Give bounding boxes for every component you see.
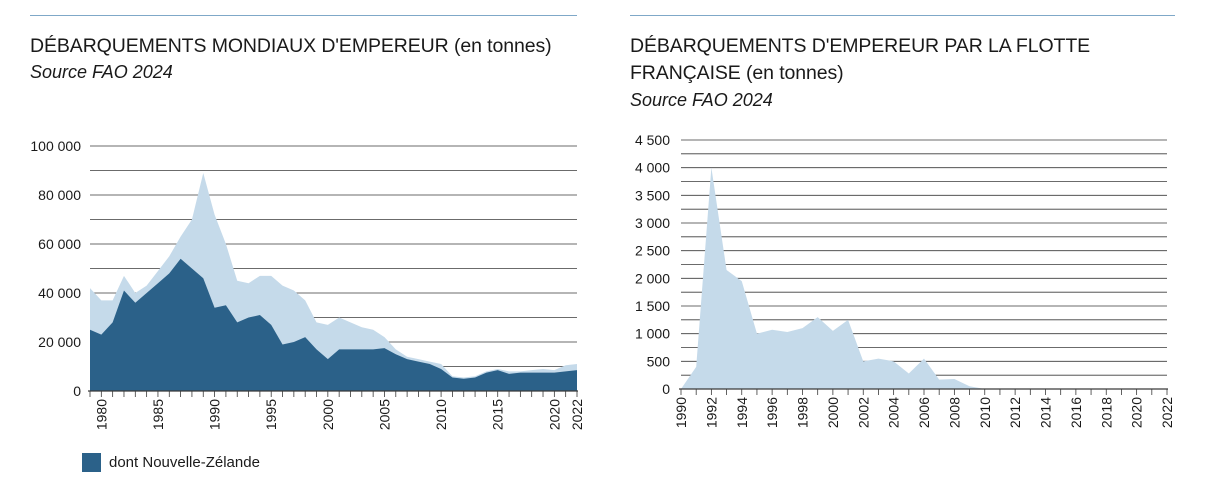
chart-title-line-2: FRANÇAISE (en tonnes): [630, 62, 844, 84]
x-tick-label: 2008: [946, 397, 962, 428]
x-tick-label: 2000: [825, 397, 841, 428]
x-tick-label: 1998: [795, 397, 811, 428]
y-tick-label: 60 000: [38, 236, 81, 252]
chart-title: DÉBARQUEMENTS D'EMPEREUR PAR LA FLOTTE F…: [630, 33, 1090, 87]
x-tick-label: 2016: [1068, 397, 1084, 428]
legend-label: dont Nouvelle-Zélande: [109, 454, 260, 471]
x-tick-label: 2000: [320, 399, 336, 430]
y-tick-label: 40 000: [38, 285, 81, 301]
x-tick-label: 2014: [1038, 397, 1054, 428]
y-tick-label: 1 500: [635, 298, 670, 314]
y-tick-label: 0: [662, 381, 670, 397]
y-tick-label: 500: [647, 353, 671, 369]
x-tick-label: 2002: [855, 397, 871, 428]
chart-source: Source FAO 2024: [30, 62, 173, 82]
world-landings-chart: 0 20 000 40 000 60 000 80 000 100 000 1980 1985…: [30, 138, 585, 430]
chart-title: DÉBARQUEMENTS MONDIAUX D'EMPEREUR (en to…: [30, 35, 552, 57]
x-tick-label: 1995: [263, 399, 279, 430]
y-tick-label: 4 500: [635, 132, 670, 148]
x-tick-label: 2004: [886, 397, 902, 428]
x-tick-label: 2010: [433, 399, 449, 430]
top-rule: [630, 15, 1175, 16]
y-tick-label: 4 000: [635, 160, 670, 176]
y-tick-label: 100 000: [30, 138, 81, 154]
y-tick-label: 0: [73, 383, 81, 399]
x-tick-label: 1996: [764, 397, 780, 428]
x-tick-label: 2012: [1007, 397, 1023, 428]
x-tick-label: 2005: [376, 399, 392, 430]
legend: dont Nouvelle-Zélande: [82, 453, 260, 472]
x-tick-label: 2015: [490, 399, 506, 430]
x-tick-label: 2006: [916, 397, 932, 428]
area-total: [681, 167, 1167, 389]
x-tick-label: 1990: [207, 399, 223, 430]
chart-title-line-1: DÉBARQUEMENTS D'EMPEREUR PAR LA FLOTTE: [630, 35, 1091, 57]
legend-swatch: [82, 453, 101, 472]
x-tick-label: 1980: [93, 399, 109, 430]
y-tick-label: 20 000: [38, 334, 81, 350]
y-tick-label: 1 000: [635, 326, 670, 342]
x-tick-label: 1992: [703, 397, 719, 428]
x-tick-label: 2018: [1098, 397, 1114, 428]
x-tick-label: 2020: [546, 399, 562, 430]
x-tick-label: 2022: [569, 399, 585, 430]
top-rule: [30, 15, 577, 16]
x-tick-label: 2022: [1159, 397, 1175, 428]
x-tick-label: 1985: [150, 399, 166, 430]
x-tick-label: 1990: [673, 397, 689, 428]
y-tick-label: 2 500: [635, 243, 670, 259]
y-tick-label: 3 500: [635, 187, 670, 203]
area-nouvelle-zelande: [90, 258, 577, 391]
chart-source: Source FAO 2024: [630, 90, 773, 110]
x-tick-label: 2020: [1129, 397, 1145, 428]
x-tick-label: 1994: [734, 397, 750, 428]
y-tick-label: 80 000: [38, 187, 81, 203]
y-tick-label: 2 000: [635, 270, 670, 286]
x-tick-label: 2010: [977, 397, 993, 428]
y-tick-label: 3 000: [635, 215, 670, 231]
